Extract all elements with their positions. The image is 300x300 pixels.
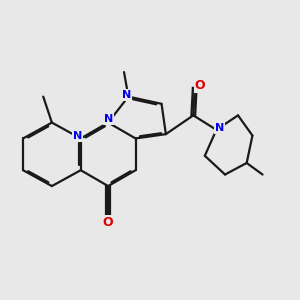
Text: N: N xyxy=(73,131,82,141)
Text: O: O xyxy=(195,79,205,92)
Text: O: O xyxy=(102,216,113,229)
Text: N: N xyxy=(215,123,224,134)
Text: N: N xyxy=(104,114,113,124)
Text: N: N xyxy=(122,90,131,100)
